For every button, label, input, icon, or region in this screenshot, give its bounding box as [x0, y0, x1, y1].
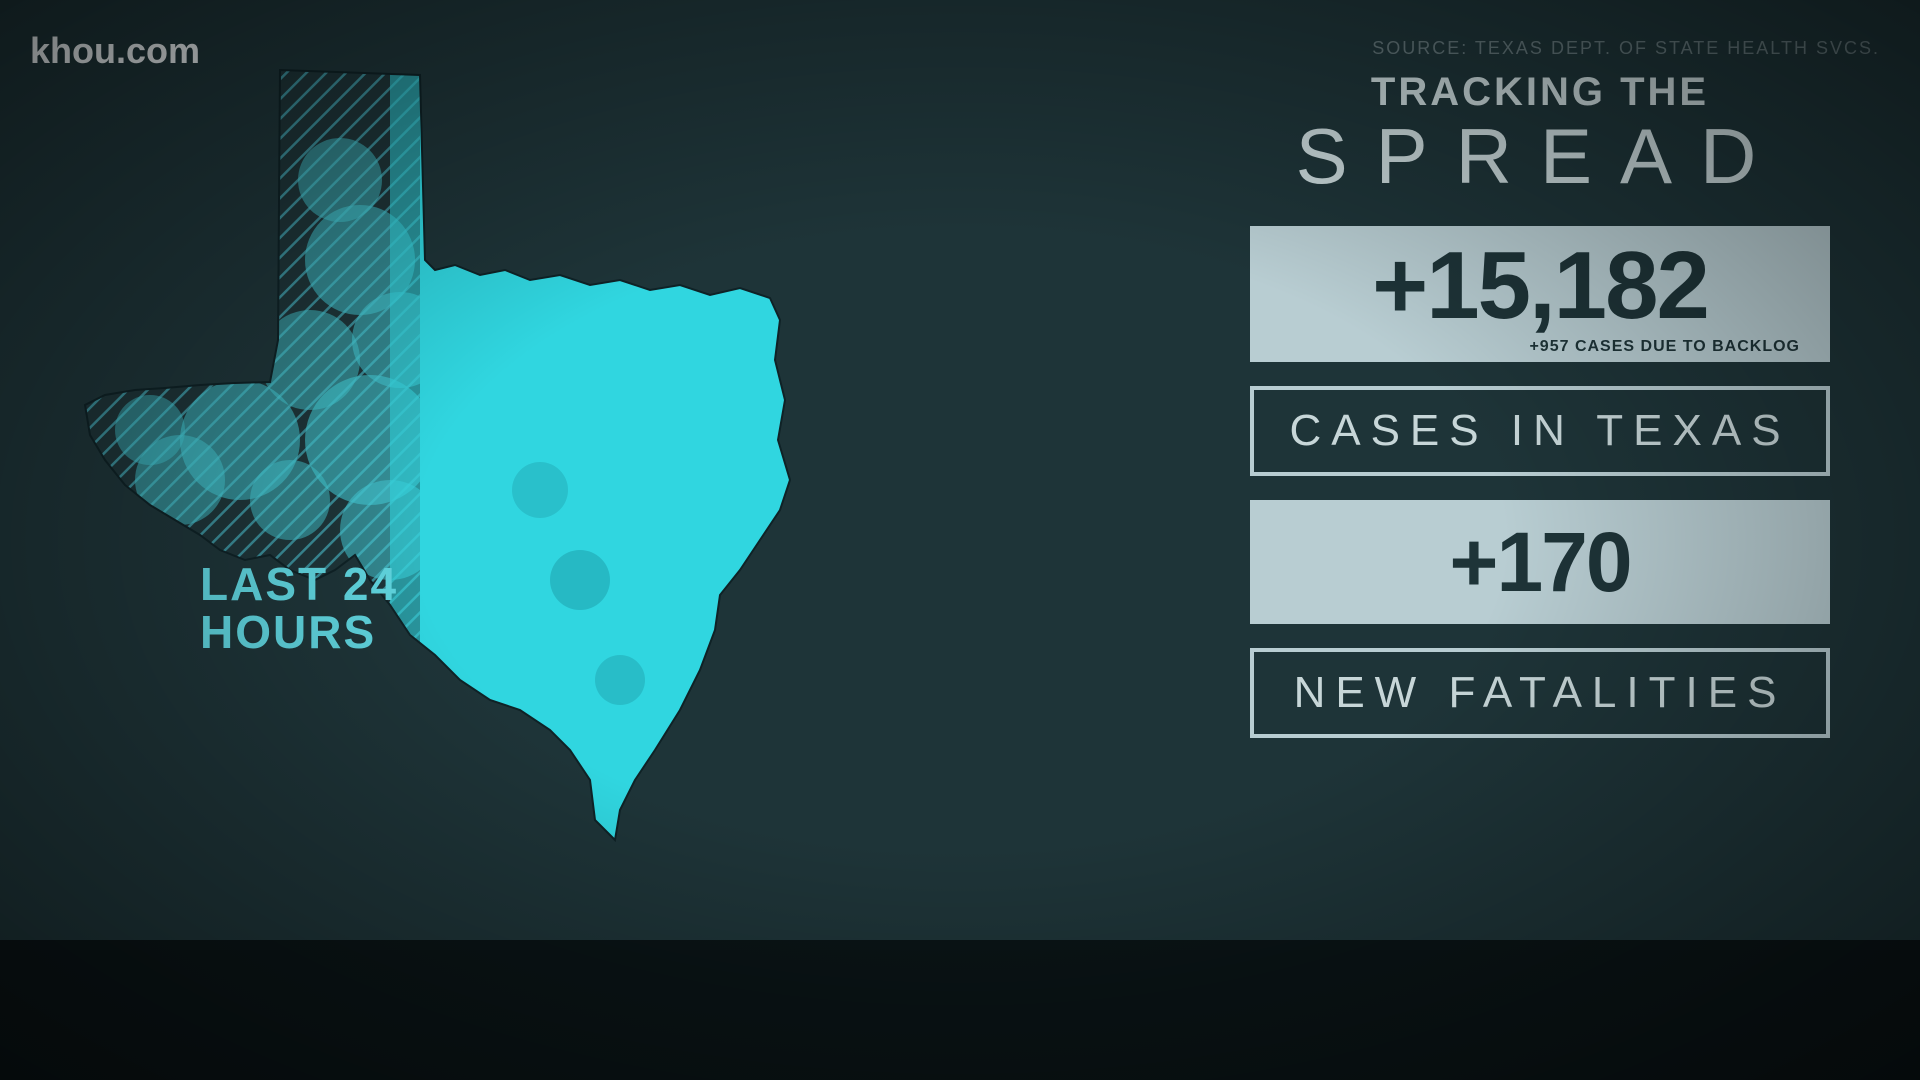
cases-backlog-note: +957 CASES DUE TO BACKLOG: [1250, 338, 1830, 356]
cases-value-box: +15,182 +957 CASES DUE TO BACKLOG: [1250, 226, 1830, 362]
station-watermark: khou.com: [30, 30, 200, 72]
map-label-line2: HOURS: [200, 608, 398, 656]
fatalities-label: NEW FATALITIES: [1254, 668, 1826, 718]
lower-third-bar: [0, 940, 1920, 1080]
fatalities-label-box: NEW FATALITIES: [1250, 648, 1830, 738]
cases-label-box: CASES IN TEXAS: [1250, 386, 1830, 476]
fatalities-value-box: +170: [1250, 500, 1830, 624]
cases-label: CASES IN TEXAS: [1254, 406, 1826, 456]
data-source-credit: SOURCE: TEXAS DEPT. OF STATE HEALTH SVCS…: [1372, 38, 1880, 59]
stats-panel: TRACKING THE SPREAD +15,182 +957 CASES D…: [1240, 70, 1840, 738]
title-line-2: SPREAD: [1296, 111, 1785, 202]
map-label-line1: LAST 24: [200, 560, 398, 608]
fatalities-number: +170: [1250, 520, 1830, 604]
title-line-1: TRACKING THE: [1371, 70, 1709, 115]
texas-map: [60, 60, 840, 860]
map-time-label: LAST 24 HOURS: [200, 560, 398, 657]
cases-number: +15,182: [1250, 238, 1830, 334]
